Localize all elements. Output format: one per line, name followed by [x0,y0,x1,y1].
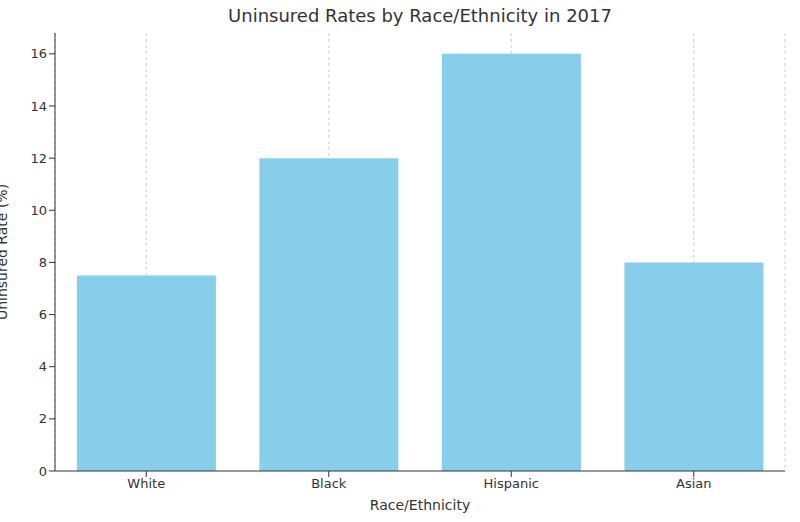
svg-text:Hispanic: Hispanic [484,476,539,491]
svg-text:Asian: Asian [676,476,711,491]
svg-text:Race/Ethnicity: Race/Ethnicity [370,497,470,513]
svg-text:10: 10 [30,203,47,218]
svg-text:Uninsured Rate (%): Uninsured Rate (%) [8,184,10,320]
svg-text:Black: Black [311,476,347,491]
svg-text:0: 0 [39,464,47,479]
html-text:Uninsured Rates by Race/Ethnic: Uninsured Rates by Race/Ethnicity in 201… [228,5,612,26]
svg-text:4: 4 [39,359,47,374]
svg-text:2: 2 [39,411,47,426]
svg-text:6: 6 [39,307,47,322]
svg-text:8: 8 [39,255,47,270]
svg-text:16: 16 [30,46,47,61]
svg-text:White: White [127,476,165,491]
svg-text:14: 14 [30,99,47,114]
svg-text:12: 12 [30,151,47,166]
